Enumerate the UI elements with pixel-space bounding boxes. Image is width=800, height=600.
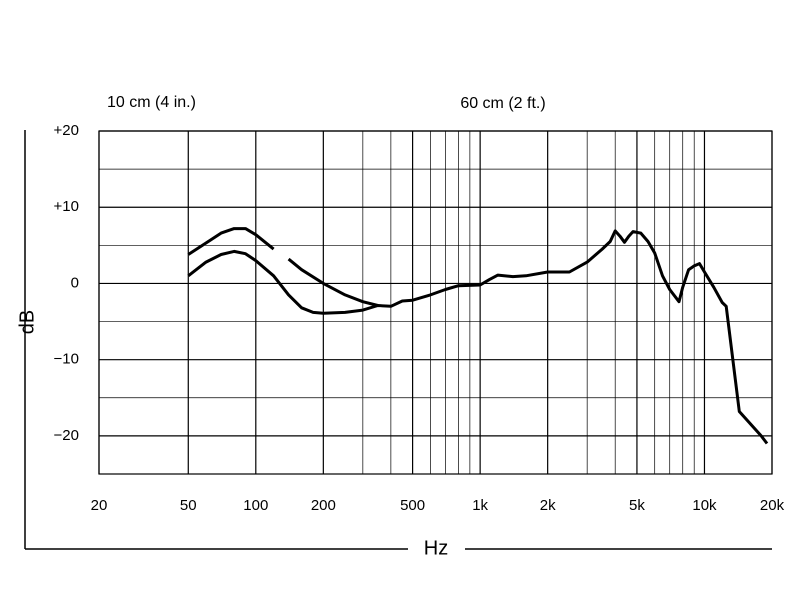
x-tick-label: 10k — [692, 497, 717, 514]
series-label: 60 cm (2 ft.) — [460, 95, 545, 112]
y-tick-label: +10 — [54, 198, 79, 215]
y-tick-label: −10 — [54, 351, 79, 368]
x-axis-label: Hz — [424, 537, 448, 559]
y-tick-label: 0 — [71, 274, 79, 291]
x-tick-label: 2k — [540, 497, 556, 514]
y-tick-label: −20 — [54, 427, 79, 444]
x-tick-label: 20k — [760, 497, 785, 514]
x-tick-label: 100 — [243, 497, 268, 514]
plot-border — [98, 130, 773, 475]
x-tick-label: 50 — [180, 497, 197, 514]
x-tick-label: 1k — [472, 497, 488, 514]
y-tick-label: +20 — [54, 122, 79, 139]
series-label: 10 cm (4 in.) — [107, 94, 196, 111]
y-axis-label: dB — [16, 310, 38, 334]
x-tick-label: 20 — [91, 497, 108, 514]
series-line — [187, 229, 769, 445]
x-tick-label: 200 — [311, 497, 336, 514]
x-tick-label: 5k — [629, 497, 645, 514]
series-line — [187, 227, 379, 307]
x-tick-label: 500 — [400, 497, 425, 514]
